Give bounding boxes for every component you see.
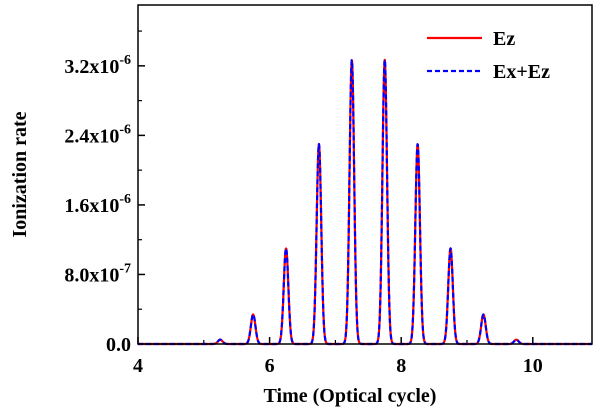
- x-tick-label-0: 4: [133, 355, 143, 377]
- x-tick-labels: 4 6 8 10: [133, 355, 543, 377]
- y-axis-title: Ionization rate: [9, 111, 31, 237]
- x-axis-title: Time (Optical cycle): [264, 385, 437, 407]
- legend: Ez Ex+Ez: [427, 28, 550, 83]
- y-tick-label-3: 2.4x10-6: [64, 122, 131, 147]
- x-tick-label-3: 10: [523, 355, 543, 377]
- legend-label-1: Ex+Ez: [493, 61, 550, 83]
- series-line-1: [138, 60, 592, 344]
- y-tick-labels: 0.0 8.0x10-7 1.6x10-6 2.4x10-6 3.2x10-6: [64, 53, 131, 356]
- legend-label-0: Ez: [493, 28, 515, 50]
- y-tick-label-1: 8.0x10-7: [64, 261, 131, 286]
- y-tick-label-4: 3.2x10-6: [64, 53, 131, 78]
- y-tick-label-0: 0.0: [106, 334, 131, 356]
- minor-ticks: [138, 31, 467, 344]
- x-tick-label-2: 8: [396, 355, 406, 377]
- major-ticks: [138, 66, 533, 344]
- x-tick-label-1: 6: [265, 355, 275, 377]
- series-layer: [138, 60, 592, 344]
- plot-frame: [138, 5, 592, 344]
- series-line-0: [138, 60, 592, 344]
- y-tick-label-2: 1.6x10-6: [64, 192, 131, 217]
